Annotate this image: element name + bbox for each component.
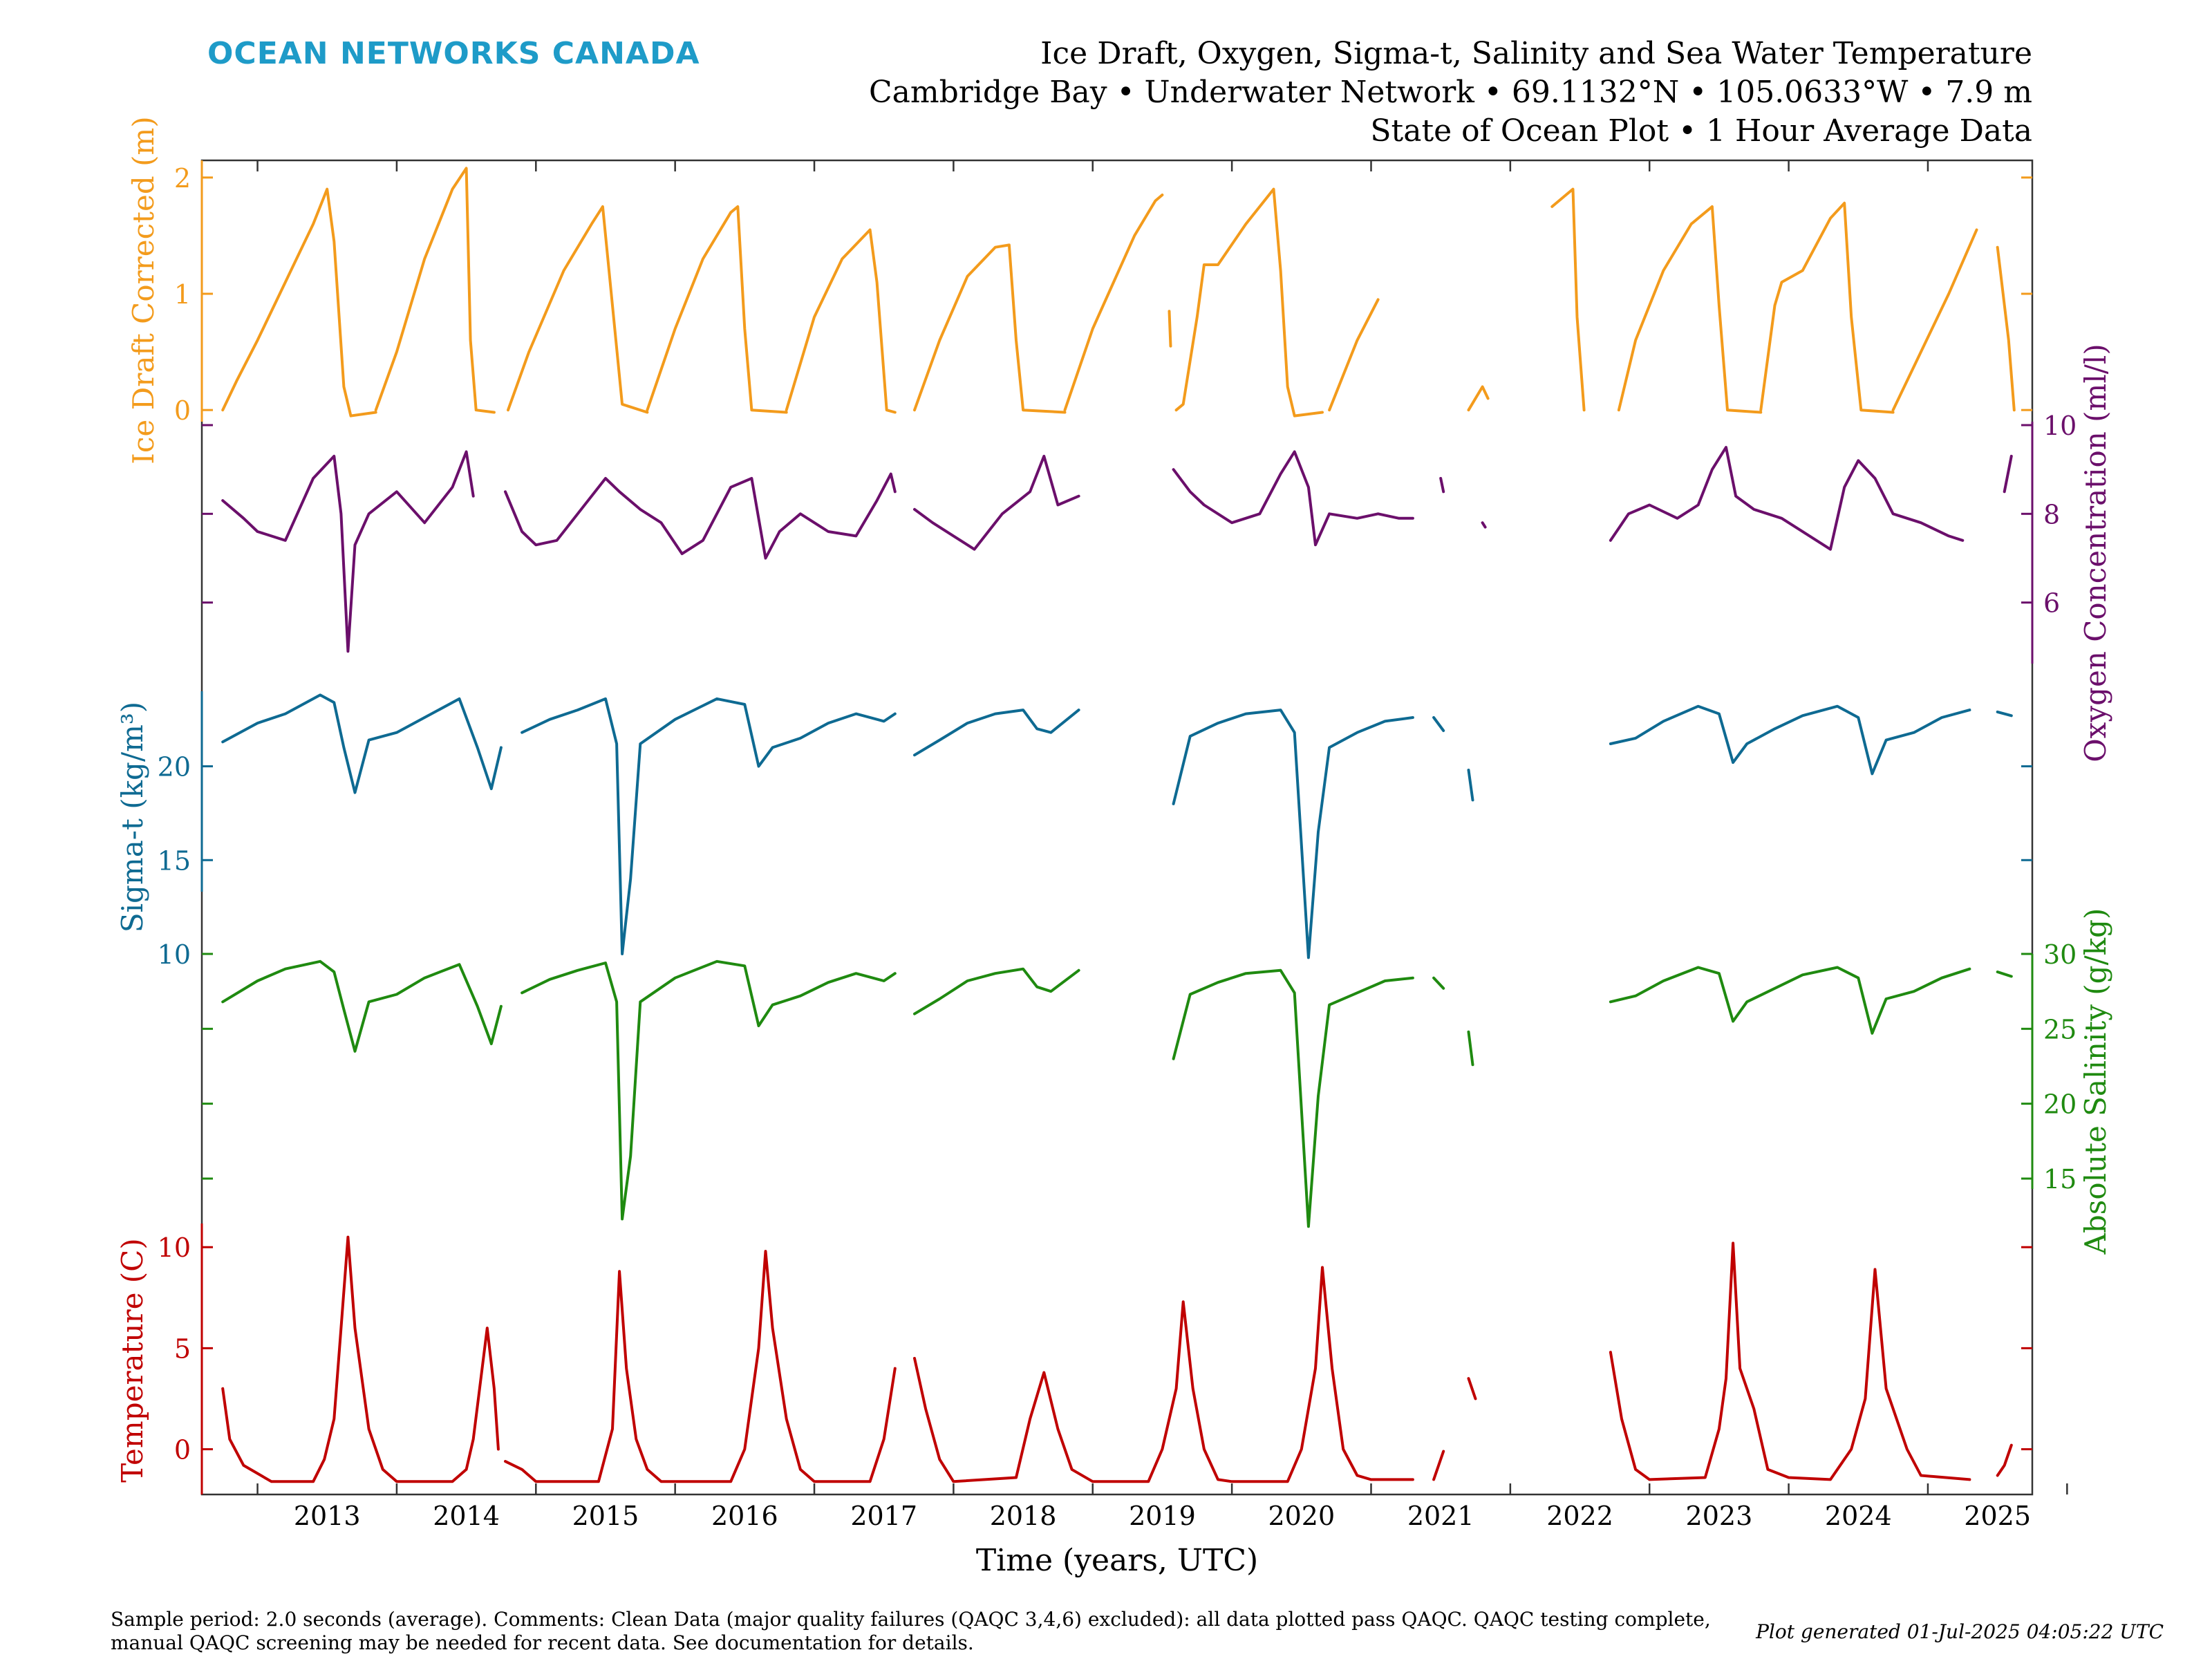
ice-draft-series-segment-14	[1891, 228, 1978, 412]
oxygen-y-tick-label: 8	[2043, 499, 2060, 529]
sigma-t-series-segment-1	[521, 697, 897, 955]
ice-draft-series-segment-5	[913, 243, 1067, 414]
ice-draft-y-tick-label: 1	[174, 279, 191, 310]
ice-draft-series-segment-12	[1617, 205, 1763, 414]
x-tick-label: 2013	[294, 1501, 361, 1531]
sigma-t-series-segment-7	[1996, 710, 2013, 718]
temperature-series-segment-1	[504, 1250, 897, 1483]
ice-draft-series-segment-0	[221, 187, 377, 418]
salinity-series-segment-5	[1467, 1030, 1474, 1067]
salinity-series-segment-7	[1996, 971, 2013, 978]
sigma-t-series-segment-6	[1609, 704, 1971, 776]
ice-draft-series-segment-1	[374, 167, 496, 414]
salinity-y-tick-label: 15	[2043, 1164, 2077, 1194]
x-tick-label: 2019	[1129, 1501, 1196, 1531]
temperature-series-segment-2	[913, 1266, 1414, 1483]
temperature-series-segment-5	[1609, 1241, 1971, 1481]
oxygen-series-segment-5	[1481, 521, 1487, 529]
salinity-series-segment-4	[1432, 976, 1445, 990]
x-tick-label: 2025	[1964, 1501, 2031, 1531]
ice-draft-series-segment-2	[507, 205, 649, 414]
ice-draft-series-segment-13	[1759, 201, 1895, 414]
oxygen-series-segment-7	[2003, 454, 2013, 494]
chart-title-line1: Ice Draft, Oxygen, Sigma-t, Salinity and…	[1040, 36, 2032, 71]
x-axis: 2013 2014 2015 2016 2017 2018 2019 2020 2021 2022…	[256, 160, 2068, 1531]
ice-draft-series-segment-8	[1174, 187, 1324, 418]
x-tick-label: 2024	[1825, 1501, 1892, 1531]
x-axis-label: Time (years, UTC)	[976, 1543, 1258, 1578]
plot-generated-stamp: Plot generated 01-Jul-2025 04:05:22 UTC	[1755, 1620, 2164, 1643]
ice-draft-y-tick-label: 0	[174, 395, 191, 426]
oxygen-y-tick-label: 6	[2043, 588, 2060, 619]
x-tick-label: 2014	[433, 1501, 500, 1531]
sigma-t-series-segment-3	[1172, 709, 1414, 959]
footer-note-line2: manual QAQC screening may be needed for …	[111, 1631, 974, 1654]
x-tick-label: 2022	[1546, 1501, 1613, 1531]
oxygen-series-segment-6	[1609, 446, 1965, 551]
temperature-y-tick-label: 0	[174, 1435, 191, 1465]
y-label-ice: Ice Draft Corrected (m)	[126, 116, 160, 464]
ice-draft-series-segment-3	[646, 205, 788, 414]
ice-draft-y-tick-label: 2	[174, 163, 191, 194]
sigma-t-series-segment-0	[221, 693, 503, 794]
temperature-series-segment-0	[221, 1235, 500, 1483]
salinity-series-segment-3	[1172, 968, 1414, 1228]
sigma-t-series-segment-5	[1467, 769, 1474, 802]
axes-layer: 0 1 2 6 8 10 10 15 20 15 20 25 30 0 5 10	[158, 160, 2077, 1494]
salinity-series-segment-1	[521, 959, 897, 1221]
salinity-y-tick-label: 25	[2043, 1014, 2077, 1044]
oxygen-series-segment-2	[913, 454, 1080, 551]
chart-title-line3: State of Ocean Plot • 1 Hour Average Dat…	[1370, 113, 2032, 149]
sigma-t-series-segment-2	[913, 709, 1080, 757]
series-layer	[221, 167, 2016, 1483]
sigma-t-series-segment-4	[1432, 716, 1445, 732]
salinity-series-segment-6	[1609, 966, 1971, 1035]
sigma-t-y-tick-label: 20	[158, 752, 191, 782]
x-tick-label: 2021	[1407, 1501, 1474, 1531]
chart-title-line2: Cambridge Bay • Underwater Network • 69.…	[869, 75, 2032, 110]
ice-draft-series-segment-9	[1328, 298, 1380, 412]
brand-logo-text: OCEAN NETWORKS CANADA	[207, 36, 700, 71]
temperature-series-segment-6	[1996, 1443, 2013, 1477]
ice-draft-series-segment-15	[1996, 245, 2016, 412]
sigma-t-y-tick-label: 10	[158, 939, 191, 970]
ice-draft-series-segment-11	[1550, 187, 1586, 412]
temperature-y-tick-label: 10	[158, 1232, 191, 1263]
salinity-series-segment-2	[913, 967, 1080, 1015]
x-tick-label: 2016	[711, 1501, 778, 1531]
oxygen-series-segment-1	[504, 472, 897, 560]
salinity-y-tick-label: 30	[2043, 939, 2077, 970]
ice-draft-series-segment-6	[1063, 194, 1164, 412]
salinity-series-segment-0	[221, 959, 503, 1053]
footer-note-line1: Sample period: 2.0 seconds (average). Co…	[111, 1608, 1711, 1631]
salinity-y-tick-label: 20	[2043, 1089, 2077, 1120]
plot-frame	[200, 159, 2034, 1496]
oxygen-series-segment-3	[1172, 450, 1414, 547]
x-tick-label: 2023	[1686, 1501, 1753, 1531]
x-tick-label: 2018	[990, 1501, 1057, 1531]
y-label-temperature: Temperature (C)	[115, 1238, 149, 1482]
sigma-t-y-tick-label: 15	[158, 845, 191, 876]
x-tick-label: 2015	[572, 1501, 639, 1531]
temperature-series-segment-4	[1467, 1377, 1477, 1400]
temperature-series-segment-3	[1432, 1450, 1445, 1481]
ice-draft-series-segment-7	[1168, 310, 1172, 348]
temperature-y-tick-label: 5	[174, 1333, 191, 1364]
oxygen-y-tick-label: 10	[2043, 411, 2077, 441]
oxygen-series-segment-0	[221, 450, 475, 653]
ice-draft-series-segment-4	[785, 228, 897, 414]
y-label-sigma: Sigma-t (kg/m³)	[115, 702, 149, 932]
ice-draft-series-segment-10	[1467, 385, 1490, 412]
y-label-oxygen: Oxygen Concentration (ml/l)	[2079, 344, 2112, 762]
oxygen-series-segment-4	[1439, 477, 1445, 494]
x-tick-label: 2017	[850, 1501, 917, 1531]
y-label-salinity: Absolute Salinity (g/kg)	[2079, 908, 2112, 1255]
x-tick-label: 2020	[1268, 1501, 1335, 1531]
